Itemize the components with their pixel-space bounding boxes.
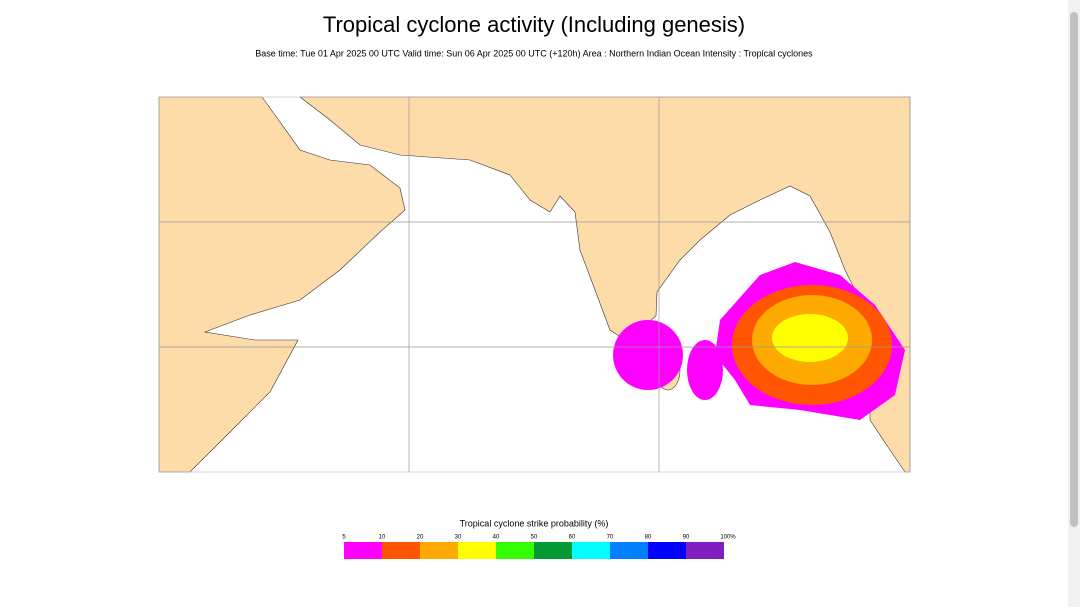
legend-swatch [382, 542, 420, 559]
legend-tick-label: 20 [417, 535, 424, 541]
legend: 5 10 20 30 40 50 60 70 80 90 100% [342, 535, 736, 559]
legend-swatch [458, 542, 496, 559]
legend-swatch [610, 542, 648, 559]
legend-tick-label: 30 [455, 535, 462, 541]
title: Tropical cyclone activity (Including gen… [323, 12, 745, 37]
prob-30 [772, 314, 848, 362]
legend-swatch [686, 542, 724, 559]
legend-tick-label: 60 [569, 535, 576, 541]
map-frame [158, 96, 911, 473]
subtitle: Base time: Tue 01 Apr 2025 00 UTC Valid … [255, 48, 813, 58]
map [158, 96, 911, 473]
legend-tick-label: 50 [531, 535, 538, 541]
legend-title: Tropical cyclone strike probability (%) [460, 518, 609, 528]
legend-tick-label: 40 [493, 535, 500, 541]
legend-swatch [344, 542, 382, 559]
prob-5 [687, 340, 723, 400]
graticule [159, 97, 910, 472]
land-africa-arabia [158, 96, 406, 473]
legend-tick-label: 90 [683, 535, 690, 541]
legend-tick-label: 10 [379, 535, 386, 541]
legend-swatch [420, 542, 458, 559]
legend-tick-label: 100% [720, 535, 736, 541]
probability-area [613, 262, 905, 420]
legend-swatch [496, 542, 534, 559]
legend-tick-label: 70 [607, 535, 614, 541]
legend-swatch [534, 542, 572, 559]
prob-5 [613, 320, 683, 390]
legend-tick-label: 5 [342, 535, 346, 541]
scrollbar-thumb [1070, 12, 1078, 527]
legend-swatch [648, 542, 686, 559]
legend-tick-label: 80 [645, 535, 652, 541]
legend-swatch [572, 542, 610, 559]
